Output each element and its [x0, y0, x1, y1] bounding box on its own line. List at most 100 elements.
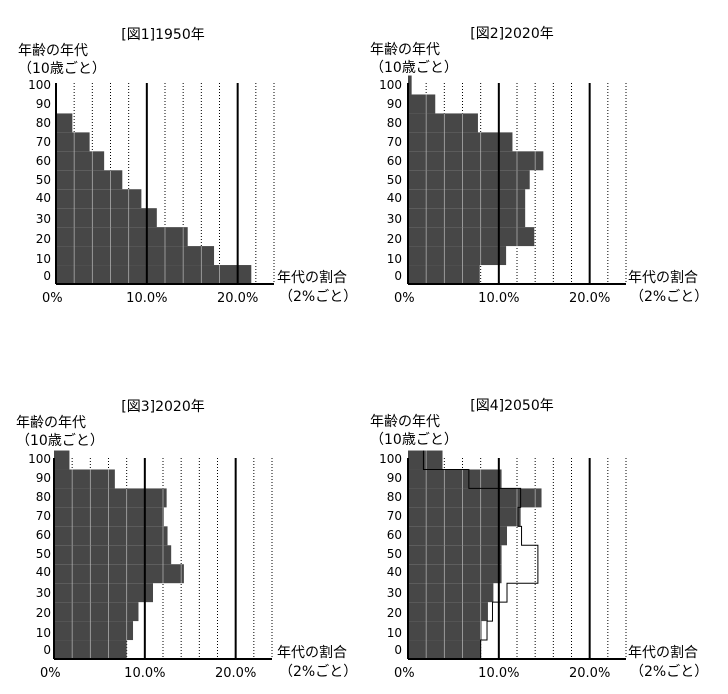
- x-axis-label: 年代の割合: [628, 269, 698, 286]
- y-tick-label: 100: [28, 78, 51, 92]
- y-tick-label: 50: [36, 173, 51, 187]
- chart-title: [図2]2020年: [470, 26, 553, 42]
- y-axis-label-sub: （10歳ごと）: [370, 432, 458, 448]
- x-tick-label: 0%: [394, 666, 415, 681]
- x-axis-label-sub: （2%ごと）: [279, 289, 357, 305]
- y-axis-label-sub: （10歳ごと）: [370, 60, 458, 76]
- y-tick-label: 30: [387, 586, 402, 600]
- y-tick-label: 70: [387, 509, 402, 523]
- y-tick-label: 10: [36, 626, 51, 640]
- outline-2020: [422, 450, 539, 659]
- bar: [408, 526, 508, 546]
- x-tick-label: 10.0%: [126, 291, 167, 306]
- y-tick-label: 70: [387, 135, 402, 149]
- y-tick-label: 60: [36, 528, 51, 542]
- y-tick-label: 60: [387, 528, 402, 542]
- bar: [408, 583, 494, 603]
- bar: [56, 227, 188, 247]
- bar: [54, 488, 167, 508]
- bar: [408, 246, 507, 266]
- bar: [54, 602, 139, 622]
- bar: [408, 545, 502, 565]
- bar: [408, 602, 488, 622]
- y-tick-label: 50: [387, 173, 402, 187]
- x-tick-label: 0%: [394, 291, 415, 306]
- bar: [56, 265, 252, 284]
- bar: [54, 621, 134, 641]
- y-tick-label: 30: [36, 586, 51, 600]
- y-tick-label: 0: [394, 269, 402, 283]
- bar: [54, 564, 184, 584]
- bar: [56, 208, 157, 228]
- y-tick-label: 30: [36, 212, 51, 226]
- x-axis-label-sub: （2%ごと）: [630, 664, 708, 680]
- chart-title: [図1]1950年: [121, 27, 204, 43]
- y-tick-label: 20: [387, 232, 402, 246]
- bar: [56, 132, 90, 152]
- x-axis-label: 年代の割合: [277, 269, 347, 286]
- y-tick-label: 90: [387, 471, 402, 485]
- x-axis-label: 年代の割合: [628, 644, 698, 661]
- bar: [408, 469, 502, 489]
- y-tick-label: 10: [387, 626, 402, 640]
- x-axis-label: 年代の割合: [277, 644, 347, 661]
- bar: [54, 583, 154, 603]
- bar: [408, 621, 482, 641]
- y-tick-label: 10: [36, 252, 51, 266]
- bar: [408, 132, 513, 152]
- y-tick-label: 80: [36, 490, 51, 504]
- y-axis-label: 年齢の年代: [16, 415, 86, 431]
- y-tick-label: 10: [387, 252, 402, 266]
- bar: [408, 189, 526, 209]
- x-tick-label: 20.0%: [217, 291, 258, 306]
- bar: [56, 189, 142, 209]
- y-tick-label: 40: [36, 565, 51, 579]
- bar: [408, 94, 436, 114]
- bar: [54, 450, 70, 470]
- y-tick-label: 40: [387, 565, 402, 579]
- bar: [408, 564, 502, 584]
- y-tick-label: 80: [387, 116, 402, 130]
- chart-title: [図3]2020年: [121, 399, 204, 415]
- bar: [408, 113, 478, 133]
- bar: [408, 227, 535, 247]
- bar: [408, 488, 542, 508]
- y-axis-label: 年齢の年代: [370, 414, 440, 430]
- y-tick-label: 50: [36, 547, 51, 561]
- y-tick-label: 20: [36, 232, 51, 246]
- y-tick-label: 100: [28, 452, 51, 466]
- y-tick-label: 70: [36, 509, 51, 523]
- y-tick-label: 90: [387, 97, 402, 111]
- bar: [54, 469, 115, 489]
- y-tick-label: 40: [36, 191, 51, 205]
- y-tick-label: 60: [36, 154, 51, 168]
- bar: [56, 151, 105, 171]
- y-axis-label-sub: （10歳ごと）: [18, 61, 106, 77]
- bar: [56, 113, 73, 133]
- bar: [408, 75, 412, 95]
- y-tick-label: 60: [387, 154, 402, 168]
- y-tick-label: 20: [36, 606, 51, 620]
- bar: [408, 265, 480, 284]
- x-axis-label-sub: （2%ごと）: [630, 289, 708, 305]
- bar: [408, 151, 544, 171]
- y-tick-label: 50: [387, 547, 402, 561]
- y-tick-label: 80: [387, 490, 402, 504]
- chart-title: [図4]2050年: [470, 398, 553, 414]
- x-tick-label: 10.0%: [124, 666, 165, 681]
- y-tick-label: 80: [36, 116, 51, 130]
- x-tick-label: 10.0%: [478, 291, 519, 306]
- bar: [56, 246, 215, 266]
- y-tick-label: 100: [379, 452, 402, 466]
- x-tick-label: 10.0%: [478, 666, 519, 681]
- bar: [408, 450, 443, 470]
- bar: [54, 507, 164, 527]
- y-tick-label: 0: [394, 643, 402, 657]
- y-tick-label: 70: [36, 135, 51, 149]
- x-tick-label: 20.0%: [215, 666, 256, 681]
- x-tick-label: 20.0%: [569, 291, 610, 306]
